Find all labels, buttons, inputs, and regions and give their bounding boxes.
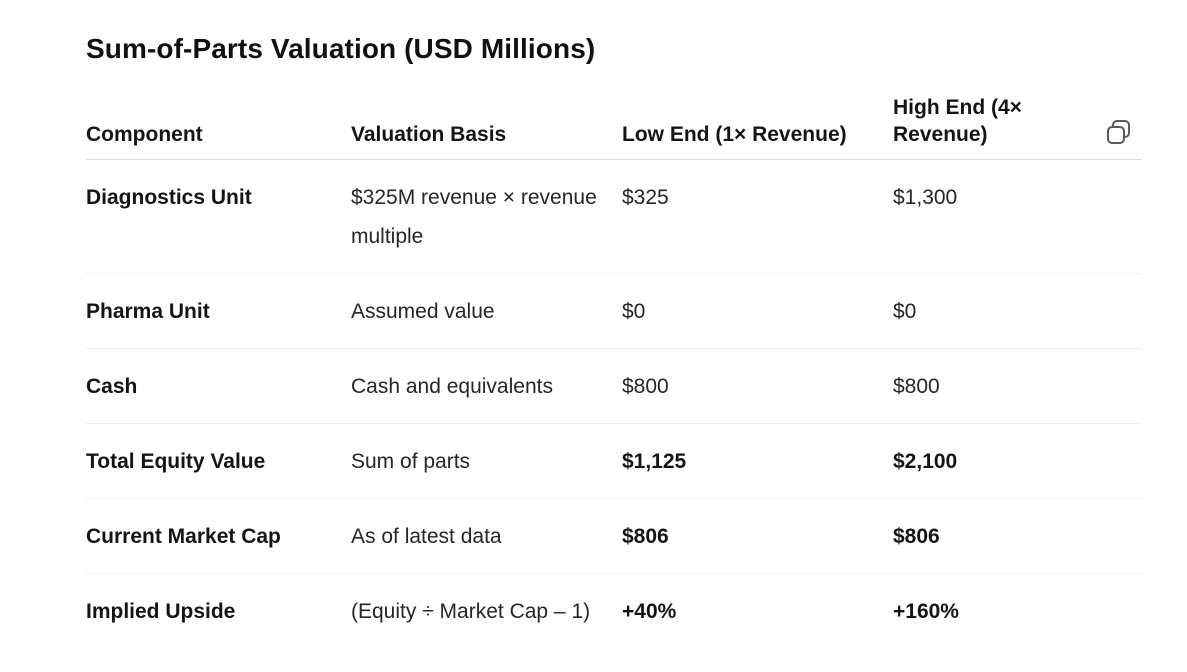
header-low-end: Low End (1× Revenue) — [622, 94, 893, 160]
table-row: Pharma Unit Assumed value $0 $0 — [86, 273, 1142, 349]
component-cell: Pharma Unit — [86, 273, 351, 349]
high-end-cell: $2,100 — [893, 423, 1142, 499]
basis-cell: Sum of parts — [351, 423, 622, 499]
basis-cell: (Equity ÷ Market Cap – 1) — [351, 600, 591, 623]
copy-icon — [1107, 120, 1130, 144]
high-end-cell: $806 — [893, 498, 1142, 574]
table-row: Total Equity Value Sum of parts $1,125 $… — [86, 423, 1142, 499]
basis-cell: As of latest data — [351, 498, 622, 574]
basis-cell: $325M revenue × revenue multiple — [351, 159, 622, 274]
table-row: Diagnostics Unit $325M revenue × revenue… — [86, 159, 1142, 274]
low-end-cell: $1,125 — [622, 423, 893, 499]
table-row: Implied Upside (Equity ÷ Market Cap – 1)… — [86, 574, 1142, 649]
low-end-cell: $0 — [622, 273, 893, 349]
component-cell: Current Market Cap — [86, 498, 351, 574]
table-row: Current Market Cap As of latest data $80… — [86, 498, 1142, 574]
copy-button[interactable] — [1104, 118, 1134, 148]
component-cell: Cash — [86, 348, 351, 424]
component-cell: Diagnostics Unit — [86, 159, 351, 274]
high-end-cell: $1,300 — [893, 159, 1142, 274]
header-high-end: High End (4× Revenue) — [893, 94, 1142, 160]
basis-cell: Cash and equivalents — [351, 348, 622, 424]
low-end-cell: $806 — [622, 498, 893, 574]
basis-cell: Assumed value — [351, 273, 622, 349]
high-end-cell: +160% — [893, 600, 959, 623]
component-cell: Implied Upside — [86, 600, 236, 623]
low-end-cell: $325 — [622, 159, 893, 274]
header-component: Component — [86, 94, 351, 160]
low-end-cell: $800 — [622, 348, 893, 424]
high-end-cell: $800 — [893, 348, 1142, 424]
table-header-row: Component Valuation Basis Low End (1× Re… — [86, 94, 1142, 160]
component-cell: Total Equity Value — [86, 423, 351, 499]
header-valuation-basis: Valuation Basis — [351, 94, 622, 160]
valuation-table: Component Valuation Basis Low End (1× Re… — [86, 94, 1142, 648]
valuation-table-container: Component Valuation Basis Low End (1× Re… — [86, 94, 1142, 648]
low-end-cell: +40% — [622, 600, 677, 623]
high-end-cell: $0 — [893, 273, 1142, 349]
page-title: Sum-of-Parts Valuation (USD Millions) — [86, 33, 596, 64]
table-row: Cash Cash and equivalents $800 $800 — [86, 348, 1142, 424]
